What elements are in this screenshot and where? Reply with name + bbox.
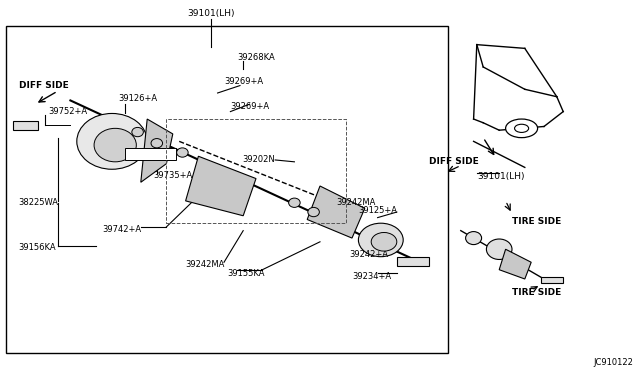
Ellipse shape	[371, 232, 397, 251]
Text: 39269+A: 39269+A	[230, 102, 269, 110]
Text: JC910122: JC910122	[594, 358, 634, 367]
Text: 38225WA: 38225WA	[18, 198, 58, 207]
Text: 39156KA: 39156KA	[18, 243, 56, 252]
Text: DIFF SIDE: DIFF SIDE	[19, 81, 69, 90]
Text: 39125+A: 39125+A	[358, 206, 397, 215]
Polygon shape	[307, 186, 365, 238]
Text: 39268KA: 39268KA	[237, 53, 275, 62]
Text: 39734+A: 39734+A	[131, 150, 170, 158]
FancyBboxPatch shape	[397, 257, 429, 266]
Ellipse shape	[177, 148, 188, 157]
Ellipse shape	[289, 198, 300, 208]
Text: 39242MA: 39242MA	[336, 198, 376, 207]
Text: 39742+A: 39742+A	[102, 225, 141, 234]
FancyBboxPatch shape	[541, 277, 563, 283]
Text: 39752+A: 39752+A	[48, 107, 87, 116]
Text: 39735+A: 39735+A	[154, 171, 193, 180]
Ellipse shape	[132, 127, 143, 137]
Text: 39155KA: 39155KA	[227, 269, 265, 278]
Ellipse shape	[486, 239, 512, 260]
Ellipse shape	[358, 223, 403, 257]
Ellipse shape	[506, 119, 538, 138]
Ellipse shape	[94, 128, 136, 162]
Polygon shape	[186, 156, 256, 216]
Text: 39202N: 39202N	[243, 155, 275, 164]
FancyBboxPatch shape	[6, 26, 448, 353]
Polygon shape	[499, 249, 531, 279]
Ellipse shape	[77, 113, 147, 169]
FancyBboxPatch shape	[125, 148, 176, 160]
Ellipse shape	[466, 231, 482, 245]
Text: TIRE SIDE: TIRE SIDE	[512, 288, 561, 296]
Text: 39101(LH): 39101(LH)	[477, 172, 524, 181]
Text: 39242MA: 39242MA	[186, 260, 225, 269]
Text: DIFF SIDE: DIFF SIDE	[429, 157, 479, 166]
Polygon shape	[141, 119, 173, 182]
FancyBboxPatch shape	[13, 121, 38, 130]
Ellipse shape	[515, 124, 529, 132]
Text: 39101(LH): 39101(LH)	[188, 9, 235, 17]
Text: 39126+A: 39126+A	[118, 94, 157, 103]
Text: 39269+A: 39269+A	[224, 77, 263, 86]
Text: 39242+A: 39242+A	[349, 250, 388, 259]
Text: 39234+A: 39234+A	[352, 272, 391, 280]
Ellipse shape	[308, 208, 319, 217]
Ellipse shape	[151, 139, 163, 148]
Text: TIRE SIDE: TIRE SIDE	[512, 217, 561, 226]
